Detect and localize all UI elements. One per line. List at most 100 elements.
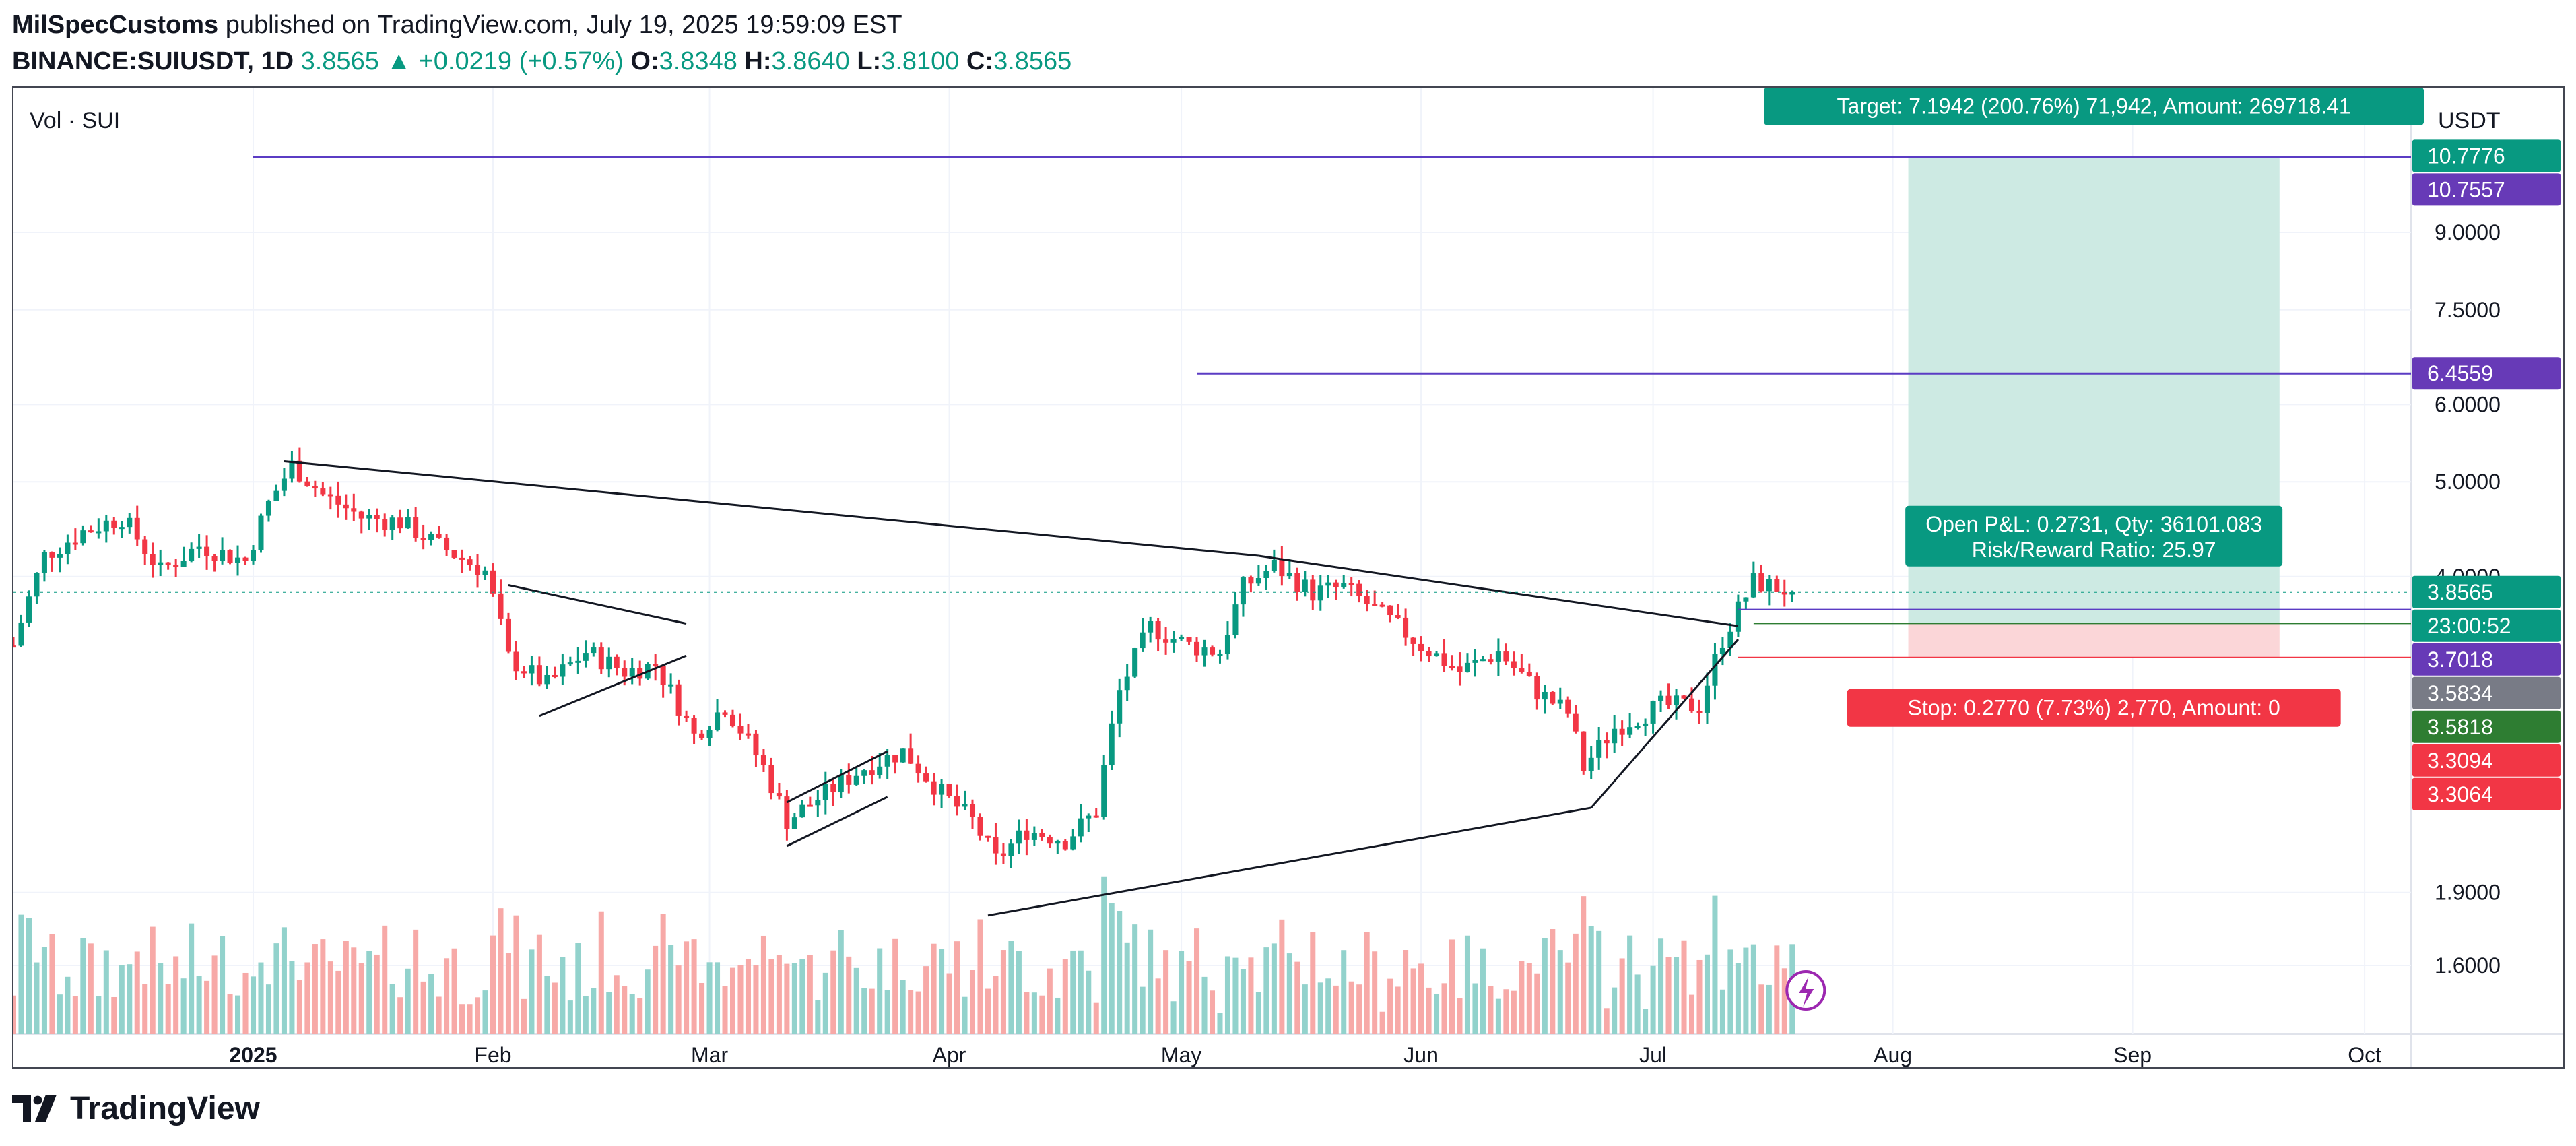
volume-bar bbox=[165, 984, 171, 1034]
publish-info: published on TradingView.com, July 19, 2… bbox=[225, 11, 902, 39]
candle bbox=[946, 784, 952, 796]
pattern-line bbox=[508, 584, 687, 625]
last-price: 3.8565 bbox=[300, 47, 379, 75]
volume-bar bbox=[877, 948, 883, 1034]
candle bbox=[1403, 617, 1409, 638]
chart-frame[interactable]: 2025 Feb Mar Apr May Jun Jul Aug Sep Oct 9.0000 7.5… bbox=[10, 86, 2565, 1069]
volume-bar bbox=[1255, 992, 1261, 1034]
stop-label-text: Stop: 0.2770 (7.73%) 2,770, Amount: 0 bbox=[1908, 696, 2280, 720]
volume-bar bbox=[1062, 959, 1068, 1034]
volume-bar bbox=[1688, 994, 1695, 1034]
volume-bar bbox=[1294, 961, 1300, 1034]
volume-bar bbox=[567, 1000, 573, 1034]
volume-bar bbox=[760, 935, 766, 1034]
candle bbox=[189, 548, 195, 561]
candle bbox=[815, 800, 821, 806]
candle bbox=[281, 478, 287, 491]
candle bbox=[10, 645, 17, 648]
ohlc-high-value: 3.8640 bbox=[771, 47, 850, 75]
candle bbox=[552, 674, 558, 677]
price-axis-label: 3.5834 bbox=[2412, 676, 2561, 709]
candle bbox=[1696, 711, 1703, 713]
candle bbox=[737, 726, 744, 734]
candle bbox=[1008, 843, 1014, 856]
volume-bar bbox=[1395, 986, 1401, 1034]
volume-bar bbox=[111, 996, 117, 1034]
candle bbox=[675, 684, 682, 716]
volume-bar bbox=[312, 944, 318, 1034]
candle bbox=[1232, 604, 1239, 635]
volume-bar bbox=[1140, 986, 1146, 1034]
volume-bar bbox=[513, 915, 519, 1034]
volume-bar bbox=[1449, 939, 1455, 1034]
volume-bar bbox=[220, 936, 226, 1034]
stop-zone bbox=[1908, 623, 2280, 658]
symbol-name[interactable]: BINANCE:SUIUSDT, 1D bbox=[12, 47, 294, 75]
volume-bar bbox=[591, 988, 597, 1034]
volume-bar bbox=[675, 965, 682, 1034]
candle bbox=[768, 765, 774, 794]
candle bbox=[1070, 836, 1076, 850]
volume-bar bbox=[544, 976, 550, 1034]
y-tick-label: 7.5000 bbox=[2435, 298, 2501, 322]
candle bbox=[1240, 577, 1246, 605]
volume-bar bbox=[134, 951, 140, 1034]
volume-bar bbox=[150, 926, 156, 1034]
volume-bar bbox=[1403, 950, 1409, 1034]
candle bbox=[606, 656, 612, 670]
candle bbox=[1743, 597, 1749, 602]
candle bbox=[1410, 637, 1416, 644]
candle bbox=[1086, 815, 1092, 819]
candle bbox=[1194, 641, 1200, 656]
candle bbox=[1650, 701, 1656, 724]
candle bbox=[1658, 695, 1664, 701]
ohlc-open-value: 3.8348 bbox=[659, 47, 737, 75]
price-axis-label-text: 3.5818 bbox=[2427, 715, 2493, 739]
ohlc-open-label: O: bbox=[630, 47, 659, 75]
candle bbox=[1372, 604, 1378, 606]
candle bbox=[1519, 668, 1525, 672]
volume-bar bbox=[1039, 995, 1045, 1034]
volume-bar bbox=[475, 997, 481, 1034]
volume-bar bbox=[227, 994, 233, 1034]
volume-bar bbox=[1565, 962, 1571, 1034]
candle bbox=[799, 804, 805, 818]
candle bbox=[103, 520, 109, 532]
volume-bar bbox=[923, 966, 929, 1034]
volume-bar bbox=[88, 943, 94, 1034]
candle bbox=[668, 684, 674, 687]
candle bbox=[1634, 726, 1641, 728]
candle bbox=[475, 565, 481, 575]
volume-bar bbox=[397, 997, 403, 1034]
candle bbox=[397, 517, 403, 529]
candle bbox=[784, 796, 790, 829]
price-chart[interactable]: 2025 Feb Mar Apr May Jun Jul Aug Sep Oct 9.0000 7.5… bbox=[10, 87, 2563, 1067]
volume-bar bbox=[1372, 951, 1378, 1034]
volume-bar bbox=[289, 961, 295, 1034]
candle bbox=[389, 517, 395, 530]
candle bbox=[1395, 615, 1401, 618]
author-name[interactable]: MilSpecCustoms bbox=[12, 11, 219, 39]
candle bbox=[1016, 830, 1022, 844]
candle bbox=[80, 530, 86, 544]
ohlc-high-label: H: bbox=[744, 47, 772, 75]
currency-label: USDT bbox=[2438, 108, 2501, 133]
candle bbox=[428, 534, 434, 540]
candle bbox=[1495, 651, 1501, 662]
candle bbox=[1124, 676, 1130, 691]
candle bbox=[1039, 833, 1045, 837]
tradingview-footer[interactable]: TradingView bbox=[12, 1088, 260, 1128]
candle bbox=[235, 557, 241, 563]
volume-bar bbox=[127, 964, 133, 1034]
price-axis-label: 3.5818 bbox=[2412, 710, 2561, 743]
candle bbox=[1750, 573, 1756, 598]
candle bbox=[699, 733, 705, 738]
candle bbox=[96, 531, 102, 534]
volume-bar bbox=[869, 988, 875, 1034]
volume-bar bbox=[281, 927, 287, 1034]
candle bbox=[598, 647, 604, 670]
candle bbox=[165, 562, 171, 565]
volume-bar bbox=[258, 962, 264, 1034]
candle bbox=[614, 656, 620, 668]
candle bbox=[180, 561, 187, 567]
